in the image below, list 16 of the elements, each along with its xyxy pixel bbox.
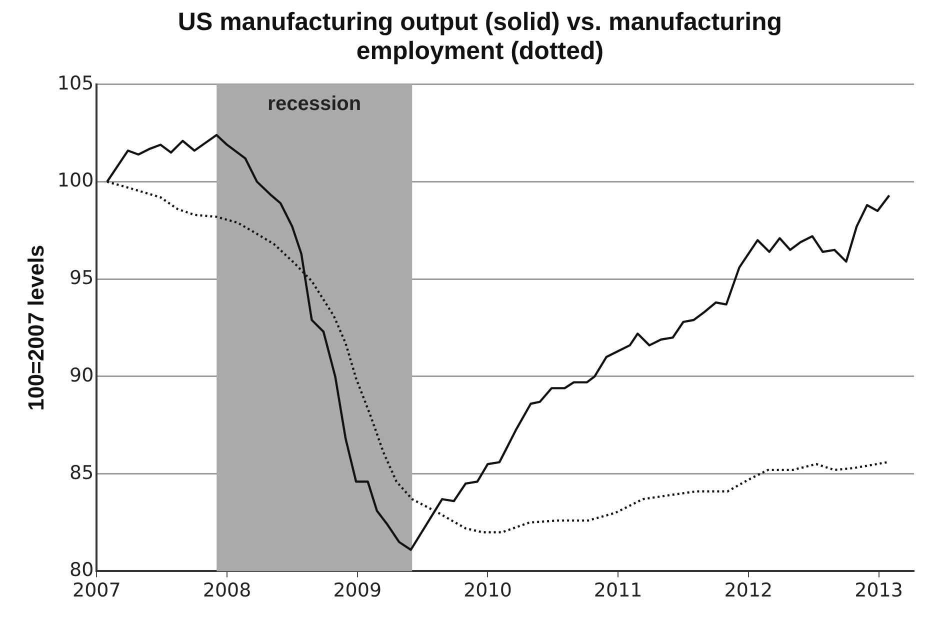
y-tick-label: 95 — [69, 267, 94, 290]
x-tick-label: 2011 — [594, 580, 642, 602]
x-tick-label: 2007 — [72, 580, 121, 602]
y-axis-title: 100=2007 levels — [23, 244, 48, 411]
band-label: recession — [268, 92, 362, 115]
x-tick-label: 2009 — [333, 580, 382, 602]
y-tick-label: 105 — [57, 72, 94, 94]
y-tick-label: 80 — [69, 559, 94, 582]
y-tick-label: 100 — [57, 170, 94, 192]
x-tick-label: 2012 — [724, 580, 773, 602]
y-tick-label: 85 — [69, 462, 94, 484]
x-tick-label: 2013 — [854, 580, 903, 602]
x-tick-label: 2010 — [464, 580, 512, 602]
chart-title: US manufacturing output (solid) vs. manufacturing employment (dotted) — [176, 8, 784, 66]
x-tick-label: 2008 — [202, 580, 252, 602]
y-tick-label: 90 — [69, 364, 94, 386]
